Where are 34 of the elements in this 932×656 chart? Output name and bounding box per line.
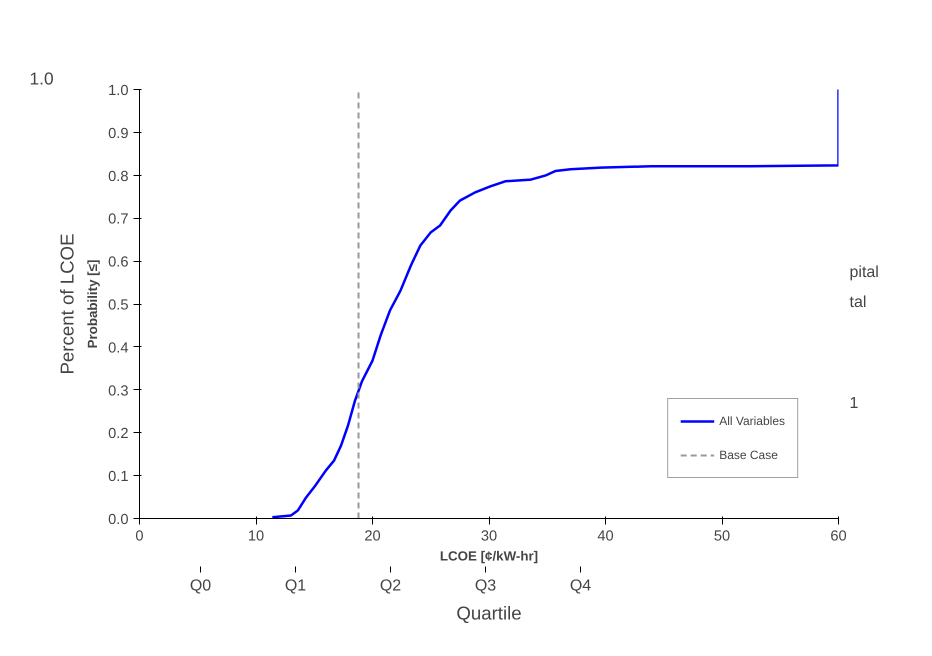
text: Q0 — [190, 578, 212, 594]
x-tick-label: 60 — [830, 528, 847, 544]
text: Percent of LCOE — [56, 233, 78, 375]
x-tick-label: 50 — [714, 528, 730, 544]
text: Q2 — [380, 578, 402, 594]
x-tick-label: 20 — [364, 528, 381, 544]
line-series — [271, 90, 838, 518]
y-tick-label: 0.1 — [108, 469, 128, 486]
x-tick-label: 10 — [248, 528, 264, 544]
x-tick-label: 0 — [135, 528, 144, 544]
x-tick-label: 30 — [480, 528, 498, 544]
y-axis-title: Probability [≤] — [85, 260, 100, 348]
text: tal — [850, 294, 866, 311]
y-tick-label: 0.6 — [108, 254, 128, 271]
x-axis-title: LCOE [¢/kW-hr] — [440, 548, 538, 564]
y-tick-label: 0.9 — [108, 126, 128, 142]
x-tick-label: 40 — [597, 528, 614, 544]
y-tick-label: 0.8 — [108, 168, 128, 185]
y-tick-label: 0.2 — [108, 426, 128, 442]
text: Q3 — [474, 578, 496, 594]
y-tick-label: 1.0 — [108, 83, 128, 99]
text: 1 — [850, 395, 858, 412]
y-tick-label: 0.5 — [108, 298, 128, 314]
y-tick-label: 0.7 — [108, 212, 128, 228]
y-tick-label: 0.0 — [108, 512, 128, 528]
text: Q4 — [570, 578, 592, 594]
legend-label: All Variables — [719, 414, 785, 428]
y-tick-label: 0.3 — [108, 383, 128, 400]
text: 1.0 — [30, 68, 54, 88]
legend-label: Base Case — [719, 448, 778, 462]
y-tick-label: 0.4 — [108, 340, 128, 356]
text: Q1 — [284, 578, 306, 594]
text: Quartile — [456, 602, 522, 624]
text: pital — [850, 264, 879, 281]
